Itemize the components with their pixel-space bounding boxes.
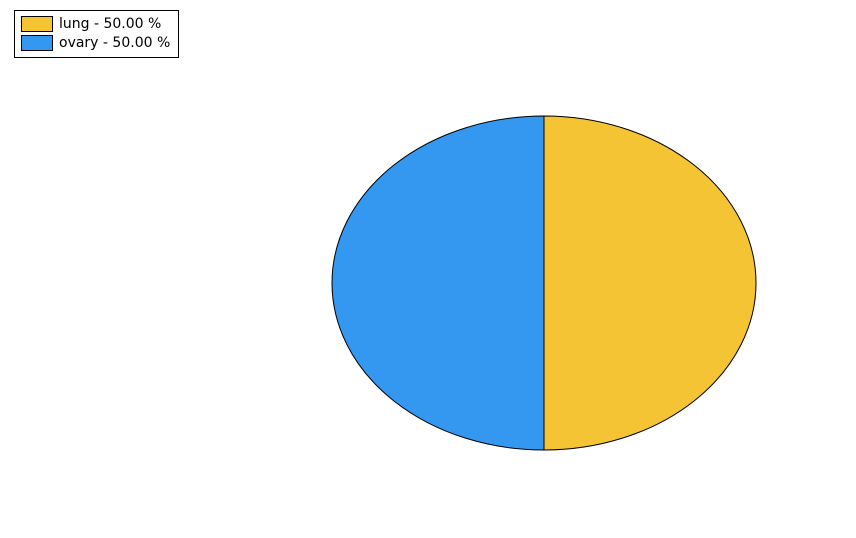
pie-slices <box>332 116 756 450</box>
pie-svg <box>0 0 856 538</box>
pie-slice <box>332 116 544 450</box>
pie-chart <box>0 0 856 538</box>
chart-canvas: lung - 50.00 % ovary - 50.00 % <box>0 0 856 538</box>
pie-slice <box>544 116 756 450</box>
